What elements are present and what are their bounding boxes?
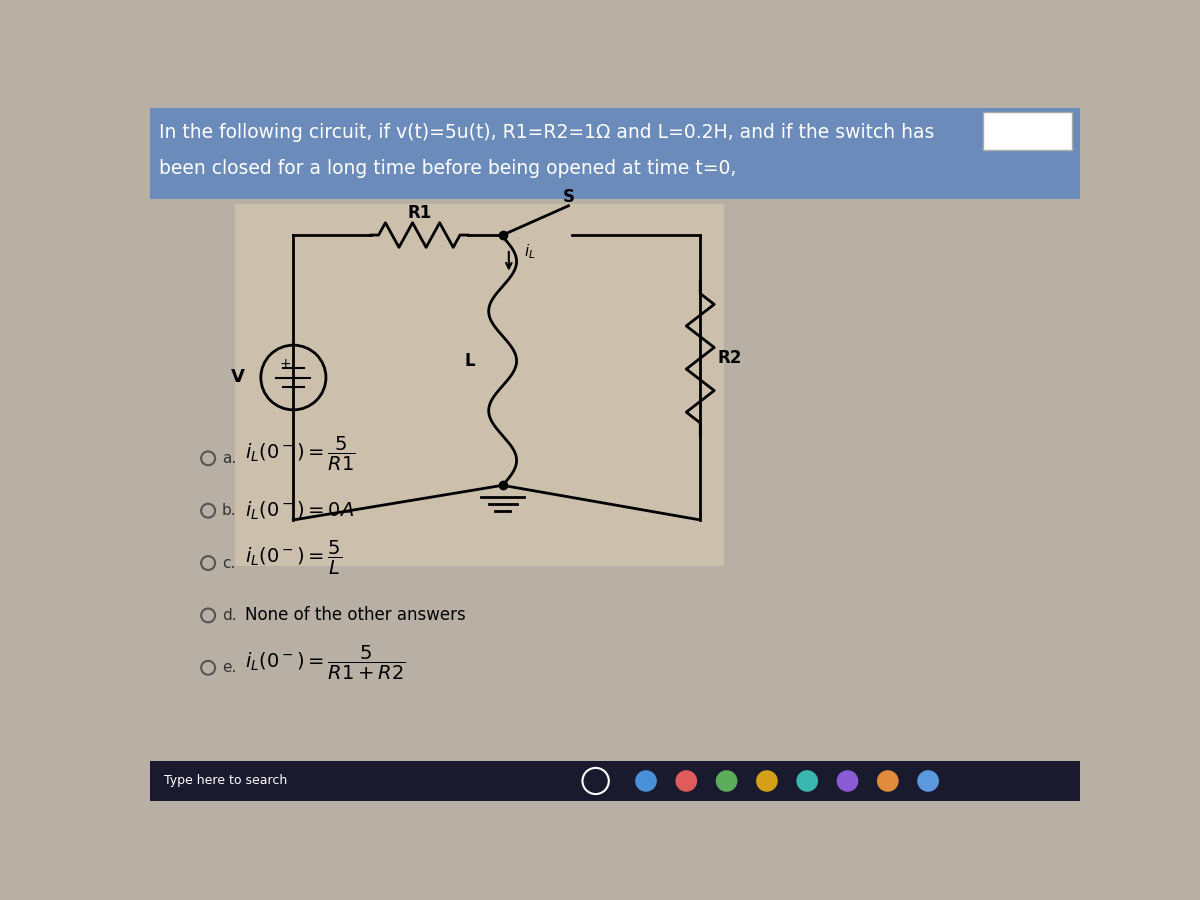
Circle shape <box>877 770 899 792</box>
Circle shape <box>756 770 778 792</box>
FancyBboxPatch shape <box>235 204 724 566</box>
Text: $i_L(0^-) = \dfrac{5}{L}$: $i_L(0^-) = \dfrac{5}{L}$ <box>245 539 342 578</box>
Text: d.: d. <box>222 608 236 623</box>
FancyBboxPatch shape <box>983 112 1073 150</box>
Text: V: V <box>230 368 245 386</box>
Circle shape <box>715 770 738 792</box>
Text: e.: e. <box>222 661 236 675</box>
Circle shape <box>836 770 858 792</box>
Text: Type here to search: Type here to search <box>164 775 287 788</box>
Circle shape <box>676 770 697 792</box>
Text: $i_L(0^-) = 0A$: $i_L(0^-) = 0A$ <box>245 500 354 522</box>
FancyBboxPatch shape <box>150 761 1080 801</box>
Circle shape <box>797 770 818 792</box>
FancyBboxPatch shape <box>150 108 1080 199</box>
Text: $i_L(0^-) = \dfrac{5}{R1+R2}$: $i_L(0^-) = \dfrac{5}{R1+R2}$ <box>245 644 406 682</box>
Text: been closed for a long time before being opened at time t=0,: been closed for a long time before being… <box>160 158 737 177</box>
Text: $i_L$: $i_L$ <box>524 243 536 261</box>
Text: In the following circuit, if v(t)=5u(t), R1=R2=1Ω and L=0.2H, and if the switch : In the following circuit, if v(t)=5u(t),… <box>160 123 935 142</box>
Text: a.: a. <box>222 451 236 466</box>
Text: L: L <box>464 352 475 370</box>
Text: c.: c. <box>222 555 235 571</box>
Text: None of the other answers: None of the other answers <box>245 607 466 625</box>
Text: b.: b. <box>222 503 236 518</box>
Text: R2: R2 <box>718 349 742 367</box>
Text: +: + <box>280 356 292 371</box>
Text: R1: R1 <box>407 204 432 222</box>
Text: $i_L(0^-) = \dfrac{5}{R1}$: $i_L(0^-) = \dfrac{5}{R1}$ <box>245 435 356 472</box>
Circle shape <box>635 770 656 792</box>
Text: S: S <box>563 187 575 205</box>
Circle shape <box>917 770 938 792</box>
